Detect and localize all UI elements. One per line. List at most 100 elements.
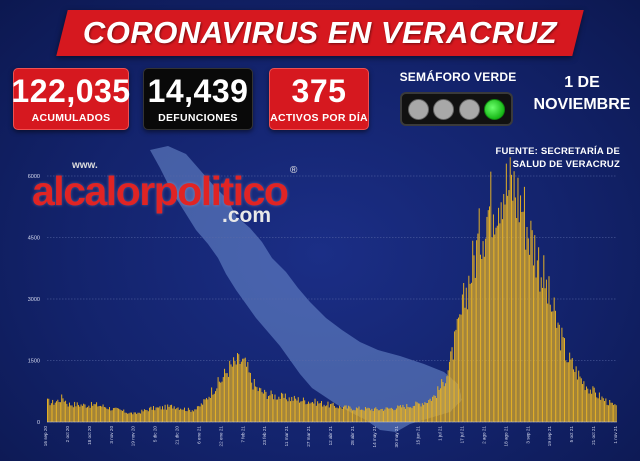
chart-bar — [89, 407, 91, 422]
chart-bar — [227, 376, 229, 422]
chart-bar — [474, 277, 476, 422]
stat-activos: 375 ACTIVOS POR DÍA — [269, 68, 369, 130]
chart-bar — [407, 407, 409, 422]
chart-bar — [609, 400, 611, 422]
chart-bar — [105, 407, 107, 422]
chart-bar — [120, 410, 122, 422]
chart-bar — [421, 403, 423, 422]
chart-bar — [606, 404, 608, 422]
chart-bar — [287, 401, 289, 422]
chart-bar — [277, 399, 279, 422]
chart-bar — [99, 405, 101, 422]
chart-bar — [193, 411, 195, 422]
chart-bar — [65, 400, 67, 422]
chart-bar — [92, 405, 94, 422]
chart-bar — [408, 407, 410, 422]
source-note: FUENTE: SECRETARÍA DE SALUD DE VERACRUZ — [470, 145, 620, 171]
y-tick-label: 4500 — [28, 236, 40, 242]
chart-bar — [412, 406, 414, 422]
chart-bar — [300, 401, 302, 422]
chart-bar — [52, 399, 54, 422]
chart-bar — [389, 408, 391, 422]
chart-bar — [269, 395, 271, 422]
chart-bar — [76, 402, 78, 422]
chart-bar — [134, 412, 136, 422]
chart-bar — [159, 406, 161, 422]
chart-bar — [204, 399, 206, 422]
chart-bar — [90, 401, 92, 422]
chart-bar — [522, 211, 524, 422]
chart-bar — [538, 247, 540, 422]
chart-bar — [513, 171, 515, 422]
chart-bar — [482, 241, 484, 422]
x-tick-label: 21 oct 21 — [591, 426, 596, 445]
chart-bar — [48, 398, 50, 422]
chart-bar — [306, 403, 308, 422]
chart-bar — [264, 389, 266, 422]
chart-bar — [249, 372, 251, 422]
chart-bar — [461, 294, 463, 422]
chart-bar — [460, 314, 462, 422]
chart-bar — [107, 409, 109, 422]
chart-bar — [430, 400, 432, 422]
chart-bar — [131, 412, 132, 422]
chart-bar — [326, 405, 328, 422]
chart-bar — [495, 227, 497, 422]
chart-bar — [302, 397, 304, 422]
chart-bar — [558, 324, 560, 422]
x-tick-label: 23 feb 21 — [262, 426, 267, 446]
chart-bar — [501, 219, 503, 422]
x-tick-label: 15 jun 21 — [416, 426, 421, 445]
chart-bar — [88, 405, 90, 422]
chart-bar — [561, 327, 563, 422]
chart-bar — [446, 376, 448, 422]
chart-bar — [611, 402, 613, 422]
chart-bar — [145, 409, 147, 422]
chart-bar — [393, 410, 395, 422]
chart-bar — [75, 406, 77, 422]
chart-bar — [534, 235, 536, 422]
chart-bar — [417, 403, 419, 422]
chart-bar — [301, 401, 303, 422]
chart-bar — [218, 381, 220, 422]
chart-bar — [395, 408, 397, 422]
page-title: CORONAVIRUS EN VERACRUZ — [82, 15, 558, 50]
chart-bar — [322, 406, 324, 422]
chart-bar — [485, 238, 487, 422]
chart-bar — [504, 204, 506, 422]
chart-bar — [180, 408, 182, 422]
chart-bar — [309, 403, 311, 422]
chart-bar — [605, 398, 607, 422]
chart-bar — [271, 394, 273, 422]
chart-bar — [317, 401, 319, 422]
chart-bar — [390, 407, 392, 422]
chart-bar — [252, 389, 254, 422]
chart-bar — [268, 396, 269, 422]
chart-bar — [299, 402, 301, 422]
chart-bar — [596, 397, 598, 422]
chart-bar — [567, 362, 569, 422]
chart-bar — [516, 218, 518, 422]
x-tick-label: 5 oct 21 — [569, 426, 574, 443]
chart-bar — [53, 404, 55, 422]
chart-bar — [171, 404, 173, 422]
chart-bar — [282, 393, 284, 422]
chart-bar — [376, 408, 378, 422]
chart-bar — [379, 410, 381, 422]
chart-bar — [310, 402, 312, 422]
traffic-light-1 — [408, 98, 430, 120]
chart-bar — [87, 407, 89, 422]
chart-bar — [483, 256, 485, 422]
chart-bar — [265, 391, 267, 422]
chart-bar — [539, 291, 541, 422]
chart-bar — [239, 363, 241, 422]
chart-bar — [323, 404, 325, 422]
chart-bar — [377, 410, 379, 422]
chart-bar — [385, 407, 387, 422]
chart-bar — [103, 406, 105, 422]
chart-bar — [503, 194, 505, 422]
chart-bar — [402, 404, 404, 422]
report-date: 1 DE NOVIEMBRE — [528, 72, 636, 116]
chart-bar — [229, 360, 231, 422]
